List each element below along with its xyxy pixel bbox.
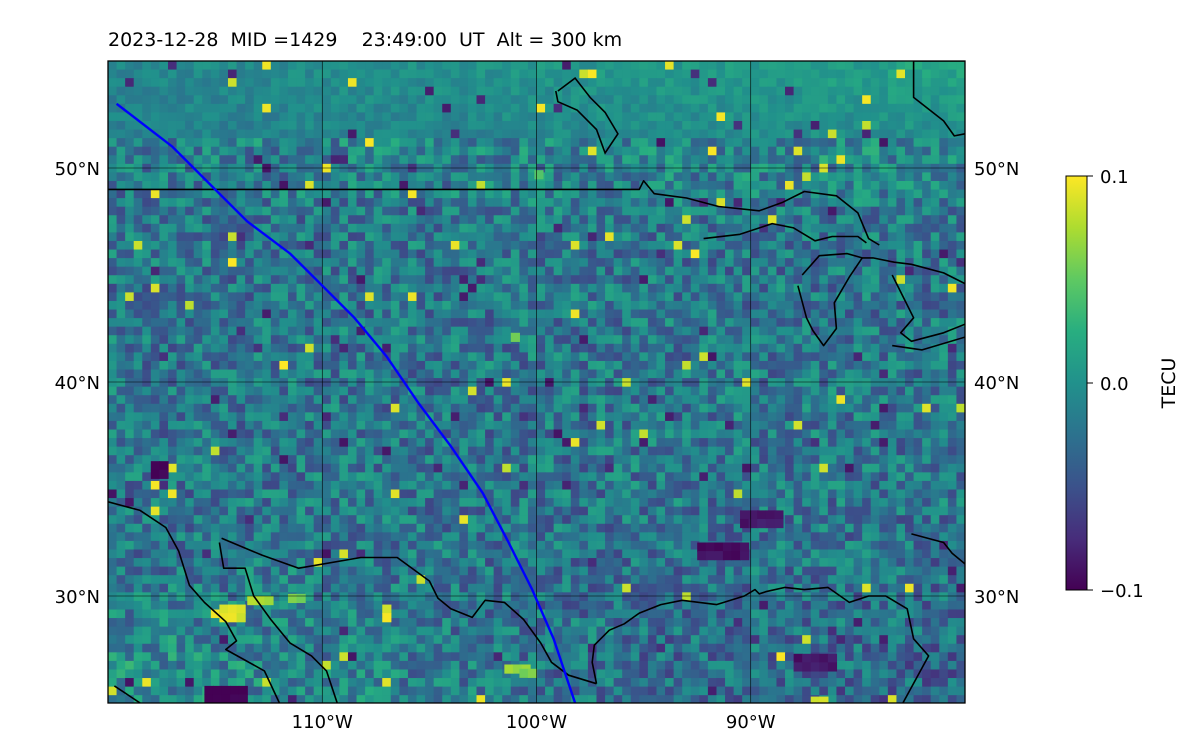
latitude-tick-label-left: 40°N [55, 373, 100, 394]
colorbar: 0.1 0.0 −0.1 TECU [1065, 167, 1180, 602]
latitude-tick-label-left: 30°N [55, 587, 100, 608]
longitude-tick-label: 110°W [292, 712, 353, 733]
coastline-segment [801, 252, 965, 285]
island-outline [555, 76, 619, 155]
longitude-tick-label: 100°W [506, 712, 567, 733]
coastlines [108, 61, 965, 703]
latitude-tick-labels: 50°N 50°N 40°N 40°N 30°N 30°N [55, 159, 1020, 608]
coastline-segment [911, 533, 965, 565]
coastline-segment [221, 537, 597, 685]
coastline-segment [108, 501, 281, 703]
colorbar-tick-label: −0.1 [1100, 581, 1144, 602]
colorbar-tick-label: 0.0 [1100, 374, 1129, 395]
coastline-segment [892, 336, 965, 351]
coastline-segment [113, 685, 141, 703]
gridlines [108, 61, 965, 703]
coastline-segment [108, 180, 880, 246]
satellite-track [115, 102, 577, 703]
latitude-tick-label-right: 30°N [974, 587, 1019, 608]
coastline-segment [797, 257, 863, 347]
colorbar-label: TECU [1158, 358, 1180, 410]
coastline-segment [703, 222, 867, 244]
coastline-segment [912, 61, 965, 137]
colorbar-ticks: 0.1 0.0 −0.1 [1087, 167, 1144, 602]
longitude-tick-labels: 110°W 100°W 90°W [292, 712, 776, 733]
coastline-segment [591, 586, 930, 703]
satellite-track-line [115, 102, 577, 703]
colorbar-scale [1065, 175, 1088, 591]
latitude-tick-label-right: 50°N [974, 159, 1019, 180]
tec-perturbation-field [108, 61, 965, 703]
map-frame [107, 60, 966, 704]
latitude-tick-label-right: 40°N [974, 373, 1019, 394]
longitude-tick-label: 90°W [726, 712, 776, 733]
coastline-segment [218, 542, 338, 703]
latitude-tick-label-left: 50°N [55, 159, 100, 180]
map-title: 2023-12-28 MID =1429 23:49:00 UT Alt = 3… [108, 29, 623, 51]
coastline-segment [891, 274, 965, 343]
colorbar-tick-label: 0.1 [1100, 167, 1129, 188]
